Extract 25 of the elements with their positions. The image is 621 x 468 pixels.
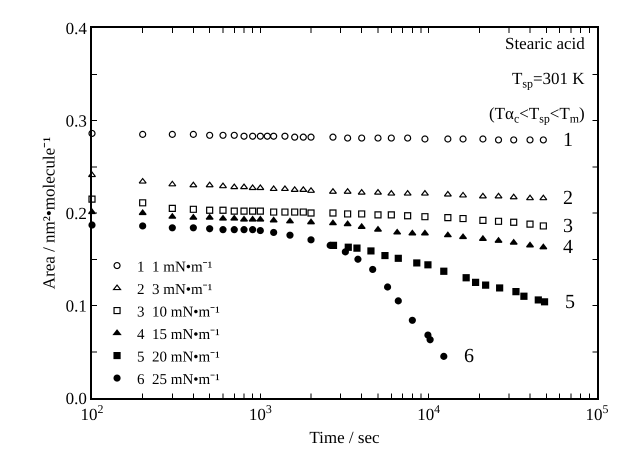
x-tick-label: 10$^{4}$ [417,402,440,424]
x-tick-label: 10$^{5}$ [586,402,609,424]
annotation: T$_{sp}$=301 K [512,69,586,91]
annotation: 2 [563,187,573,209]
y-tick-label: 0.3 [66,111,87,130]
y-tick-label: 0.1 [66,296,87,316]
legend-label: 4 15 mN•m⁻¹ [137,326,220,343]
x-tick-label: 10$^{3}$ [248,402,272,424]
y-tick-label: 0.4 [66,18,88,38]
legend-label: 1 1 mN•m⁻¹ [137,259,212,276]
legend-label: 6 25 mN•m⁻¹ [137,372,220,388]
y-axis-title: Area / nm²•molecule⁻¹ [40,136,59,290]
legend-label: 5 20 mN•m⁻¹ [137,349,220,366]
y-tick-label: 0.0 [66,388,87,408]
annotation: 1 [563,129,573,151]
legend-label: 2 3 mN•m⁻¹ [137,282,212,298]
annotation: 3 [563,215,573,237]
annotation: 6 [464,345,474,367]
annotation: Stearic acid [505,34,586,53]
annotation: 4 [563,236,573,258]
x-axis-title: Time / sec [309,428,380,448]
annotation: (Tα$_{c}$<T$_{sp}$<T$_{m}$) [489,104,585,126]
legend-label: 3 10 mN•m⁻¹ [137,304,220,320]
y-tick-label: 0.2 [66,204,87,223]
annotation: 5 [565,291,575,313]
